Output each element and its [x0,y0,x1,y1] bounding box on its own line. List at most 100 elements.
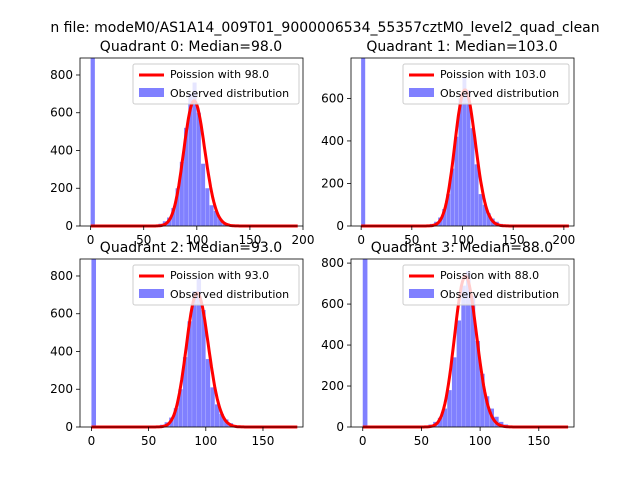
bar-observed [470,295,476,427]
bar-observed [192,82,197,226]
figure-suptitle: n file: modeM0/AS1A14_009T01_9000006534_… [50,20,599,36]
bar-observed [201,163,206,226]
x-tick-label: 100 [469,434,492,448]
bar-observed [447,390,452,427]
bar-observed [187,321,192,427]
legend-observed-label-quadrant-0: Observed distribution [170,87,289,100]
bar-observed [171,208,176,226]
bar-observed [451,357,457,427]
x-tick-label: 100 [185,233,208,247]
bar-observed [486,213,491,226]
bar-observed [205,359,211,427]
bar-observed [182,357,188,427]
bar-observed [188,93,193,226]
bar-observed [205,188,210,226]
legend-observed-label-quadrant-2: Observed distribution [170,288,289,301]
legend-bar-swatch-quadrant-2 [139,289,164,298]
y-tick-label: 600 [50,106,73,120]
x-tick-label: 0 [87,233,95,247]
y-tick-label: 400 [50,143,73,157]
bar-observed [201,309,206,427]
legend-poisson-label-quadrant-1: Poission with 103.0 [440,68,546,81]
y-tick-label: 0 [336,219,344,233]
x-tick-label: 0 [359,434,367,448]
bar-observed [214,404,220,427]
bar-observed [462,77,467,226]
x-tick-label: 150 [238,233,261,247]
y-tick-label: 200 [50,181,73,195]
bar-spike-zero [361,58,366,226]
bar-observed [475,340,480,427]
legend-poisson-label-quadrant-0: Poission with 98.0 [170,68,269,81]
axes-frame-quadrant-3 [350,258,575,428]
panel-quadrant-1: Quadrant 1: Median=103.0 0 50 100 150 200 0 20… [321,39,575,247]
legend-box-quadrant-3 [402,264,570,306]
bar-observed [466,89,471,226]
legend-poisson-label-quadrant-3: Poission with 88.0 [440,269,539,282]
y-tick-label: 200 [321,176,344,190]
x-tick-label: 150 [502,233,525,247]
ticks-quadrant-2: 0 50 100 150 0 200 400 600 800 [50,269,274,448]
legend-quadrant-3: Poission with 88.0 Observed distribution [402,264,570,306]
y-tick-label: 800 [50,68,73,82]
panel-title-quadrant-2: Quadrant 2: Median=93.0 [100,240,282,256]
panel-quadrant-2: Quadrant 2: Median=93.0 0 50 100 150 0 200 400… [50,240,304,448]
legend-bar-swatch-quadrant-1 [409,88,434,97]
bar-observed [466,271,471,427]
legend-quadrant-0: Poission with 98.0 Observed distribution [132,63,300,105]
x-tick-label: 100 [451,233,474,247]
bar-observed [196,277,202,427]
y-tick-label: 0 [336,420,344,434]
panel-title-quadrant-1: Quadrant 1: Median=103.0 [366,39,557,55]
panel-quadrant-0: Quadrant 0: Median=98.0 0 50 100 150 200 0 200… [50,39,314,247]
y-tick-label: 400 [321,338,344,352]
bar-observed [456,320,462,427]
bar-observed [219,413,224,427]
y-tick-label: 800 [321,256,344,270]
y-tick-label: 0 [65,420,73,434]
bar-spike-zero [91,259,97,427]
bar-observed [461,285,466,427]
y-tick-label: 600 [321,91,344,105]
axes-frame-quadrant-0 [79,57,304,227]
x-tick-label: 150 [252,434,275,448]
x-tick-label: 50 [141,434,156,448]
y-tick-label: 0 [65,219,73,233]
bar-observed [213,210,218,226]
bar-observed [478,194,483,226]
bar-observed [474,164,479,226]
ticks-quadrant-3: 0 50 100 150 0 200 400 600 800 [321,256,550,448]
y-tick-label: 800 [50,269,73,283]
bar-observed [437,417,443,427]
bar-observed [458,98,463,226]
x-tick-label: 200 [292,233,315,247]
ticks-quadrant-1: 0 50 100 150 200 0 200 400 600 [321,91,575,247]
y-tick-label: 600 [50,307,73,321]
legend-observed-label-quadrant-3: Observed distribution [440,288,559,301]
y-tick-label: 400 [50,344,73,358]
bar-observed [484,396,490,427]
bar-spike-zero [362,259,368,427]
legend-observed-label-quadrant-1: Observed distribution [440,87,559,100]
bar-observed [482,204,487,226]
legend-bar-swatch-quadrant-0 [139,88,164,97]
bar-observed [218,218,223,226]
x-tick-label: 0 [357,233,365,247]
y-tick-label: 400 [321,134,344,148]
bar-observed [184,127,189,226]
bar-observed [173,408,179,427]
legend-box-quadrant-1 [402,63,570,105]
bar-observed [175,188,180,226]
x-tick-label: 200 [552,233,575,247]
y-tick-label: 200 [321,379,344,393]
panel-quadrant-3: Quadrant 3: Median=88.0 0 50 100 150 0 200 400… [321,240,575,448]
bar-observed [192,291,197,427]
bar-observed [178,389,183,427]
x-tick-label: 0 [88,434,96,448]
bar-observed [446,194,451,226]
bar-observed [454,136,459,226]
x-tick-label: 50 [136,233,151,247]
panel-title-quadrant-3: Quadrant 3: Median=88.0 [371,240,553,256]
axes-frame-quadrant-2 [79,258,304,428]
